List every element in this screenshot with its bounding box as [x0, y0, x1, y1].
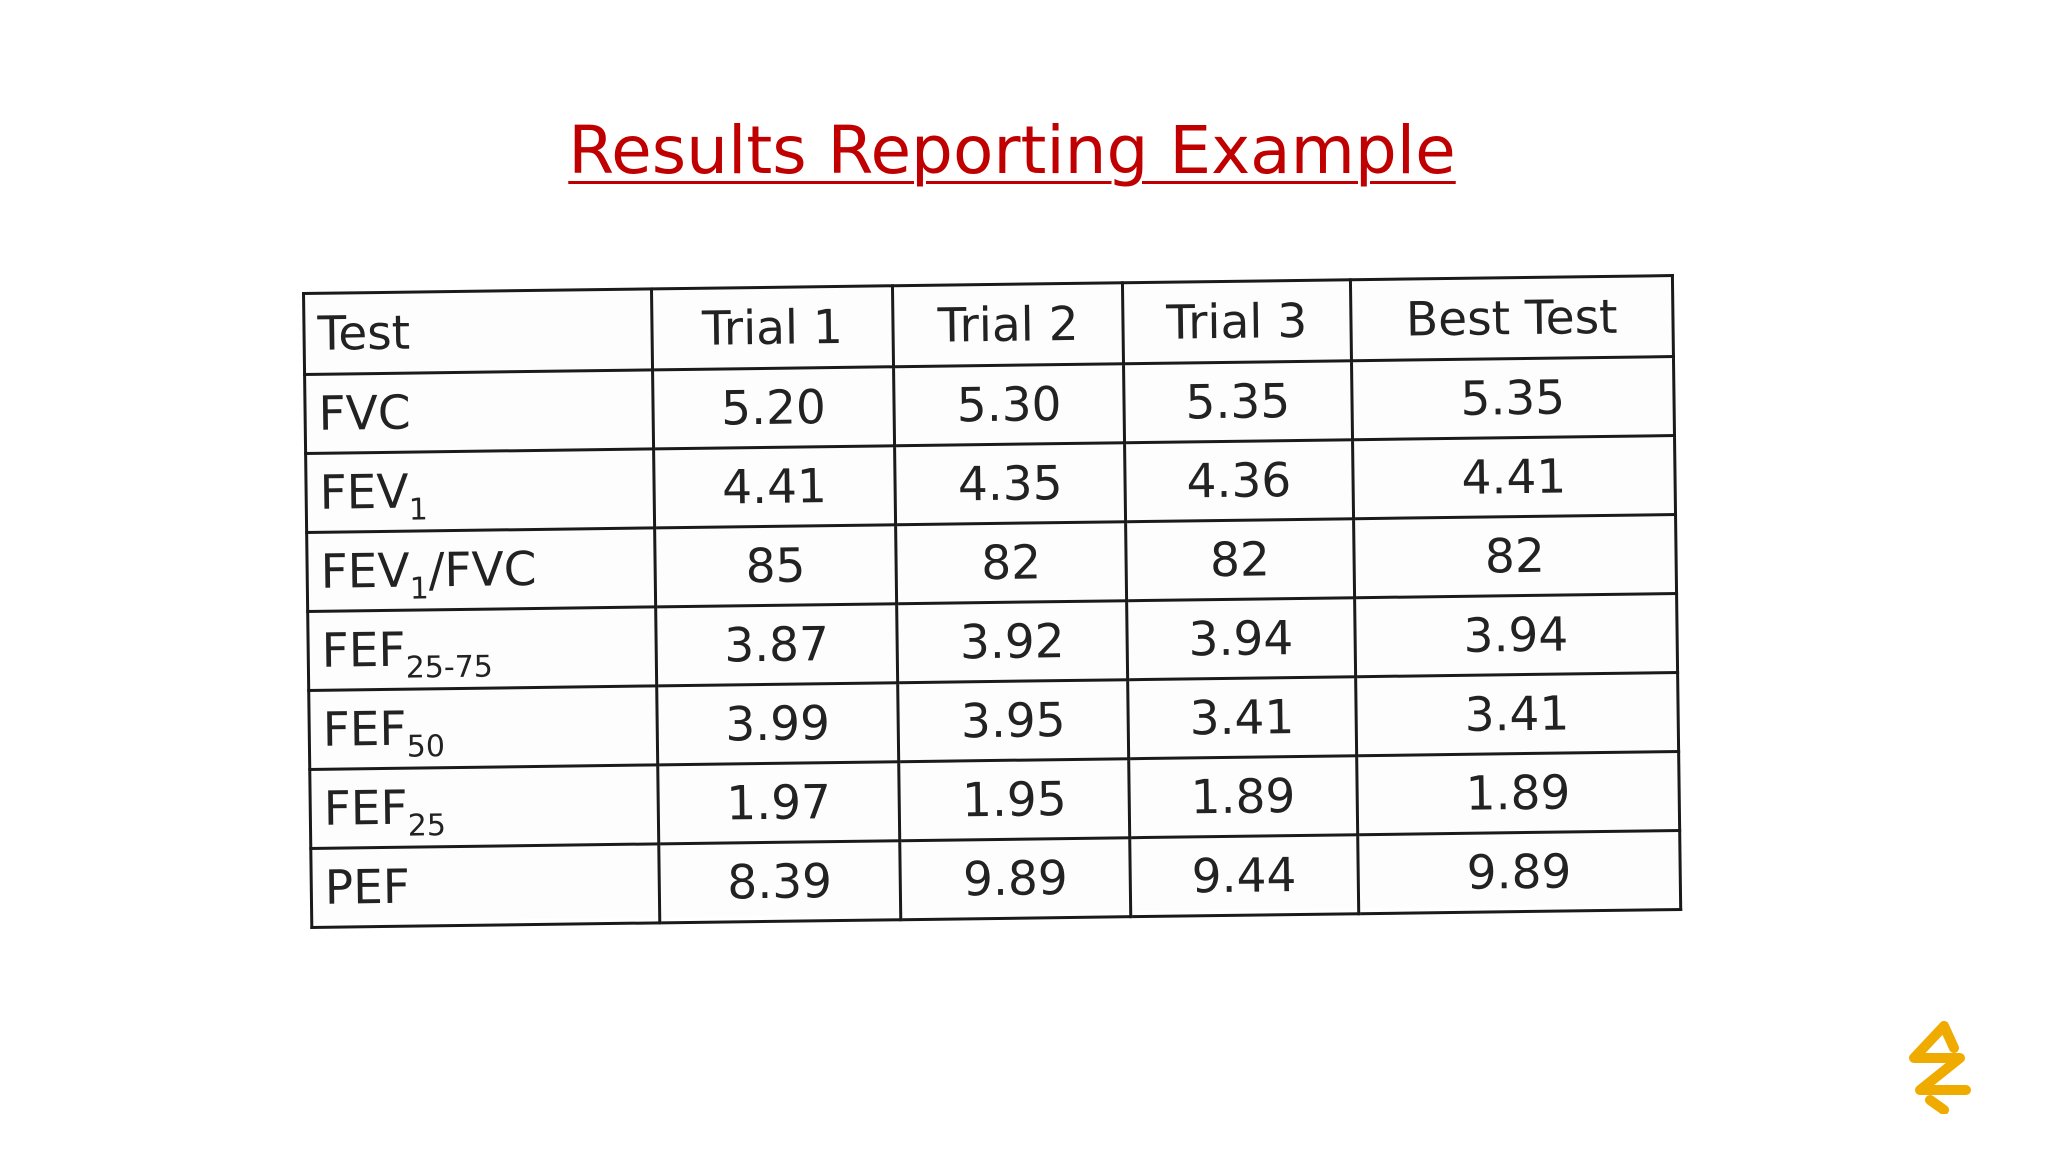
row-label-subscript: 25	[407, 807, 447, 844]
row-label-subscript: 1	[409, 570, 430, 607]
cell-trial-3: 3.41	[1127, 676, 1357, 759]
row-label-subscript: 1	[408, 491, 429, 528]
row-label-suffix: /FVC	[428, 541, 537, 598]
cell-trial-3: 9.44	[1129, 834, 1359, 917]
cell-trial-3: 5.35	[1123, 360, 1353, 443]
cell-trial-1: 85	[654, 524, 897, 607]
cell-trial-3: 82	[1125, 518, 1355, 601]
row-label-text: PEF	[324, 859, 411, 916]
cell-best-test: 3.41	[1355, 672, 1679, 756]
row-label-subscript: 25-75	[405, 649, 494, 686]
cell-trial-1: 4.41	[653, 445, 896, 528]
cell-best-test: 82	[1353, 514, 1677, 598]
cell-trial-1: 8.39	[658, 840, 902, 923]
company-logo-graphic	[1909, 1021, 1971, 1115]
logo-stroke	[1925, 1095, 1949, 1115]
row-label-subscript: 50	[406, 728, 446, 765]
row-label: FEF25	[309, 764, 659, 849]
header-trial-3: Trial 3	[1122, 279, 1352, 364]
cell-trial-3: 3.94	[1126, 597, 1356, 680]
row-label: FEV1/FVC	[306, 527, 656, 612]
cell-trial-2: 5.30	[893, 363, 1125, 446]
header-best-test: Best Test	[1350, 275, 1674, 361]
row-label: FVC	[304, 369, 654, 454]
cell-best-test: 3.94	[1354, 593, 1678, 677]
cell-best-test: 4.41	[1352, 435, 1676, 519]
cell-trial-2: 3.92	[896, 600, 1128, 683]
logo-stroke	[1939, 1021, 1959, 1053]
row-label: FEV1	[305, 448, 655, 533]
slide-title: Results Reporting Example	[568, 112, 1456, 189]
row-label: FEF25-75	[307, 606, 657, 691]
cell-trial-2: 3.95	[897, 679, 1129, 762]
cell-trial-2: 1.95	[898, 758, 1130, 841]
cell-best-test: 9.89	[1357, 830, 1681, 914]
header-trial-2: Trial 2	[892, 282, 1124, 367]
cell-trial-2: 9.89	[900, 837, 1131, 920]
cell-trial-1: 3.99	[656, 682, 899, 765]
cell-best-test: 5.35	[1351, 356, 1675, 440]
cell-best-test: 1.89	[1356, 751, 1680, 835]
results-table-scan: Test Trial 1 Trial 2 Trial 3 Best Test F…	[302, 274, 1683, 928]
row-label-text: FVC	[318, 385, 411, 442]
cell-trial-2: 4.35	[894, 442, 1126, 525]
header-test: Test	[303, 288, 653, 375]
row-label-text: FEF	[323, 780, 408, 837]
cell-trial-1: 3.87	[655, 603, 898, 686]
logo-stroke	[1909, 1021, 1971, 1095]
cell-trial-3: 4.36	[1124, 439, 1354, 522]
row-label: FEF50	[308, 685, 658, 770]
results-table: Test Trial 1 Trial 2 Trial 3 Best Test F…	[302, 274, 1682, 929]
row-label-text: FEF	[321, 622, 406, 679]
cell-trial-1: 1.97	[657, 761, 901, 844]
row-label: PEF	[310, 843, 660, 928]
row-label-text: FEV	[319, 464, 409, 521]
cell-trial-1: 5.20	[652, 366, 895, 449]
row-label-text: FEV	[320, 543, 410, 600]
cell-trial-2: 82	[895, 521, 1127, 604]
table-row: PEF 8.39 9.89 9.44 9.89	[310, 830, 1681, 928]
row-label-text: FEF	[322, 701, 407, 758]
header-trial-1: Trial 1	[651, 285, 894, 370]
company-logo-icon	[1900, 1018, 1980, 1115]
cell-trial-3: 1.89	[1128, 755, 1358, 838]
